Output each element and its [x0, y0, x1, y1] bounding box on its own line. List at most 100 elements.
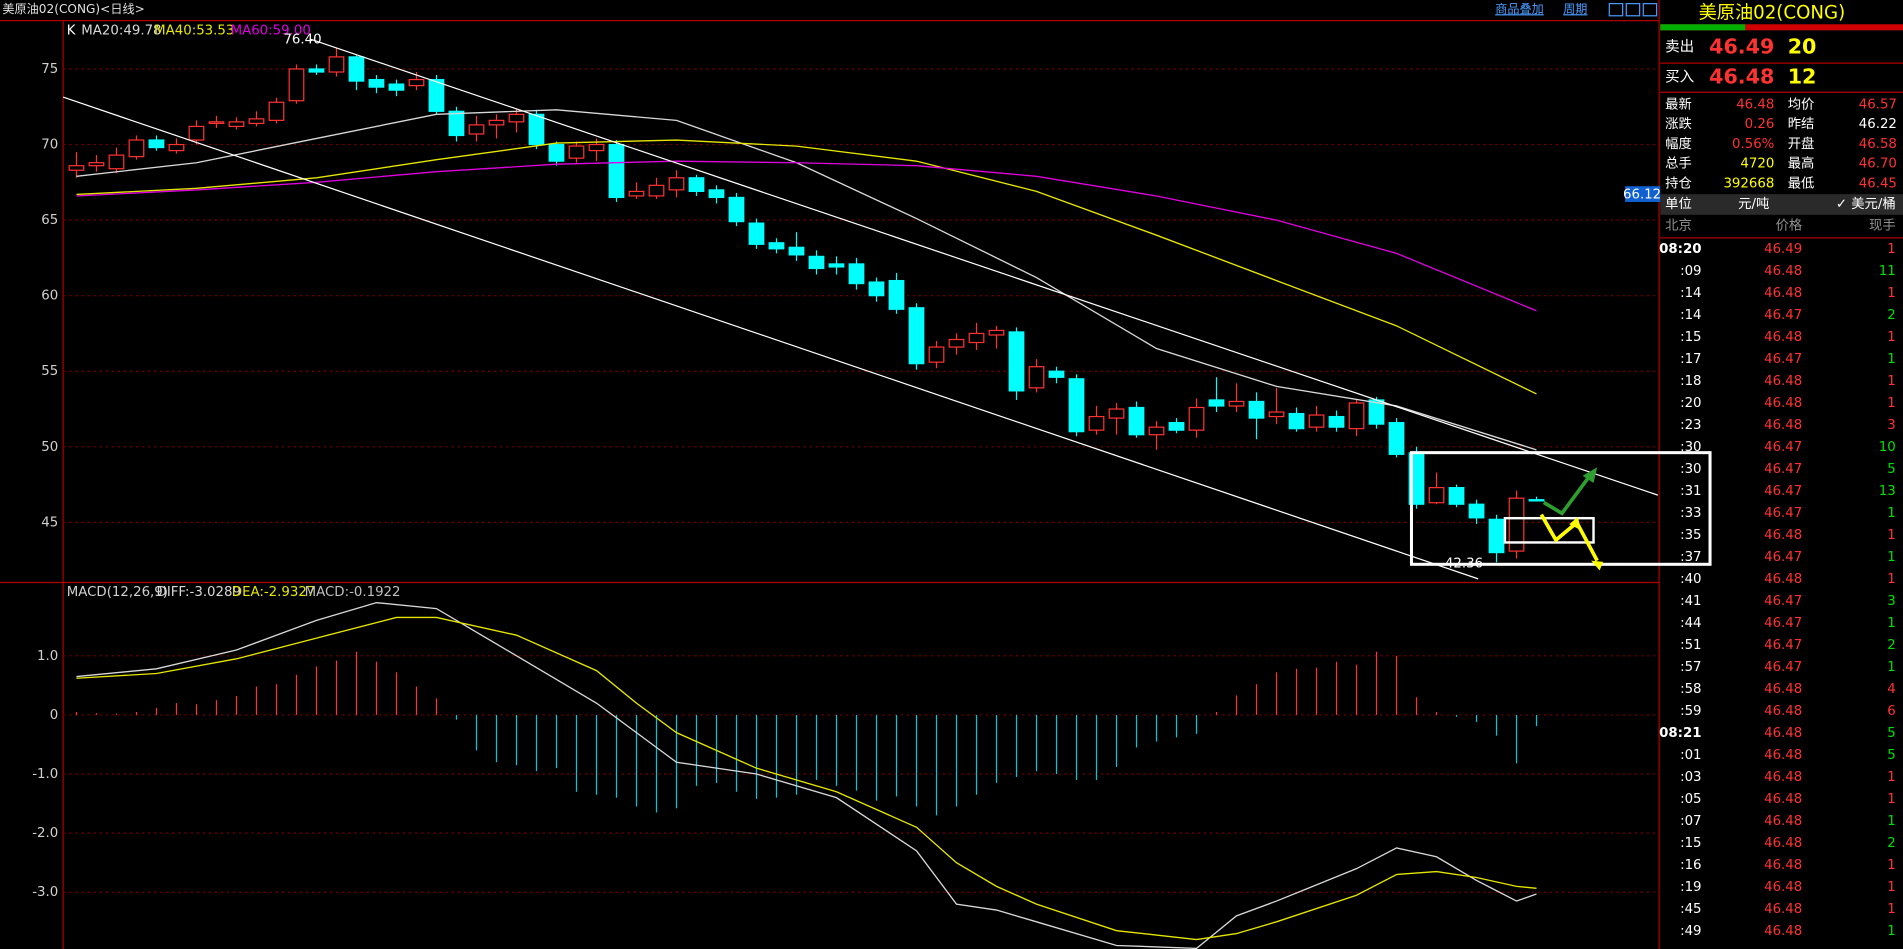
y-tick-label: 0: [50, 708, 58, 723]
candle-body: [1448, 486, 1465, 505]
candle-body: [1308, 414, 1325, 428]
trade-time: :05: [1680, 792, 1701, 807]
link[interactable]: 周期: [1563, 2, 1587, 16]
trade-time: :58: [1680, 682, 1701, 697]
candle-body: [848, 263, 865, 285]
y-tick-label: 50: [41, 440, 58, 455]
candle-body: [288, 68, 305, 102]
trade-time: :03: [1680, 770, 1701, 785]
trade-volume: 2: [1887, 638, 1895, 653]
y-tick-label: -1.0: [32, 767, 58, 782]
candle-body: [1148, 426, 1165, 436]
price-badge-bg: [1625, 186, 1661, 202]
trade-time: :15: [1680, 330, 1701, 345]
stat-value: 46.45: [1859, 176, 1897, 191]
trade-price: 46.48: [1764, 682, 1802, 697]
trade-time: :01: [1680, 748, 1701, 763]
stat-label: 总手: [1665, 156, 1692, 172]
y-tick-label: 45: [41, 515, 58, 530]
candle-body: [1188, 406, 1205, 431]
stat-label: 幅度: [1665, 136, 1692, 152]
candle-body: [308, 68, 325, 73]
trade-time: :40: [1680, 572, 1701, 587]
y-tick-label: 75: [41, 62, 58, 77]
trade-time: :41: [1680, 594, 1701, 609]
candle-body: [1208, 399, 1225, 407]
candle-body: [648, 184, 665, 197]
trade-volume: 1: [1887, 814, 1895, 829]
button[interactable]: [1642, 3, 1658, 17]
candle-body: [1428, 486, 1445, 504]
link[interactable]: 商品叠加: [1495, 1, 1544, 16]
trade-price: 46.47: [1764, 594, 1802, 609]
trade-volume: 13: [1879, 484, 1896, 499]
candle-body: [708, 189, 725, 199]
trade-volume: 2: [1887, 308, 1895, 323]
legend-entry: MACD:-0.1922: [305, 585, 401, 600]
candle-body: [548, 143, 565, 162]
candle-body: [168, 143, 185, 152]
order-volume: 12: [1788, 65, 1817, 89]
candle-body: [788, 246, 805, 256]
candle-body: [1228, 400, 1245, 407]
trade-volume: 1: [1887, 902, 1895, 917]
button[interactable]: [1608, 3, 1624, 17]
button[interactable]: [1625, 3, 1641, 17]
trade-volume: 1: [1887, 352, 1895, 367]
trade-volume: 1: [1887, 506, 1895, 521]
trade-price: 46.47: [1764, 440, 1802, 455]
trade-time: :14: [1680, 286, 1701, 301]
candle-body: [1468, 503, 1485, 519]
candle-body: [688, 177, 705, 193]
candle-body: [628, 190, 645, 197]
candle-body: [948, 338, 965, 348]
order-volume: 20: [1788, 34, 1817, 58]
trade-header: 现手: [1869, 218, 1896, 234]
trade-price: 46.48: [1764, 880, 1802, 895]
stat-label: 均价: [1788, 96, 1815, 112]
stat-value: 46.70: [1859, 157, 1897, 172]
trade-volume: 1: [1887, 924, 1895, 939]
stat-value: 46.57: [1859, 97, 1897, 112]
candle-body: [1268, 411, 1285, 418]
candle-body: [108, 154, 125, 170]
candle-body: [568, 145, 585, 159]
candle-body: [888, 279, 905, 310]
trade-price: 46.48: [1764, 264, 1802, 279]
stat-label: 最高: [1788, 155, 1815, 172]
candle-body: [1008, 331, 1025, 392]
trade-time: 08:20: [1659, 242, 1701, 257]
unit-option[interactable]: ✓ 美元/桶: [1836, 196, 1896, 212]
trade-price: 46.48: [1764, 902, 1802, 917]
window-buttons: [1608, 3, 1658, 17]
trade-price: 46.48: [1764, 704, 1802, 719]
highlight-box: [1409, 451, 1712, 566]
candle-body: [468, 124, 485, 135]
trade-volume: 3: [1887, 418, 1895, 433]
candle-body: [728, 196, 745, 223]
candle-body: [1488, 518, 1505, 554]
candle-body: [1168, 422, 1185, 431]
trade-volume: 1: [1887, 528, 1895, 543]
trade-time: :16: [1680, 858, 1701, 873]
candle-body: [868, 281, 885, 297]
arrow-head: [1591, 560, 1604, 571]
trade-price: 46.47: [1764, 352, 1802, 367]
trade-time: :57: [1680, 660, 1701, 675]
trade-time: :37: [1680, 550, 1701, 565]
trade-time: 08:21: [1659, 726, 1701, 741]
progress-bar: [1660, 24, 1903, 31]
candle-body: [328, 56, 345, 73]
stat-value: 46.48: [1736, 97, 1774, 112]
candle-body: [1288, 412, 1305, 430]
stat-value: 0.26: [1745, 117, 1775, 132]
arrow: [1542, 474, 1592, 516]
trade-time: :59: [1680, 704, 1701, 719]
trade-volume: 1: [1887, 660, 1895, 675]
candle-body: [1068, 378, 1085, 433]
candle-body: [828, 263, 845, 268]
